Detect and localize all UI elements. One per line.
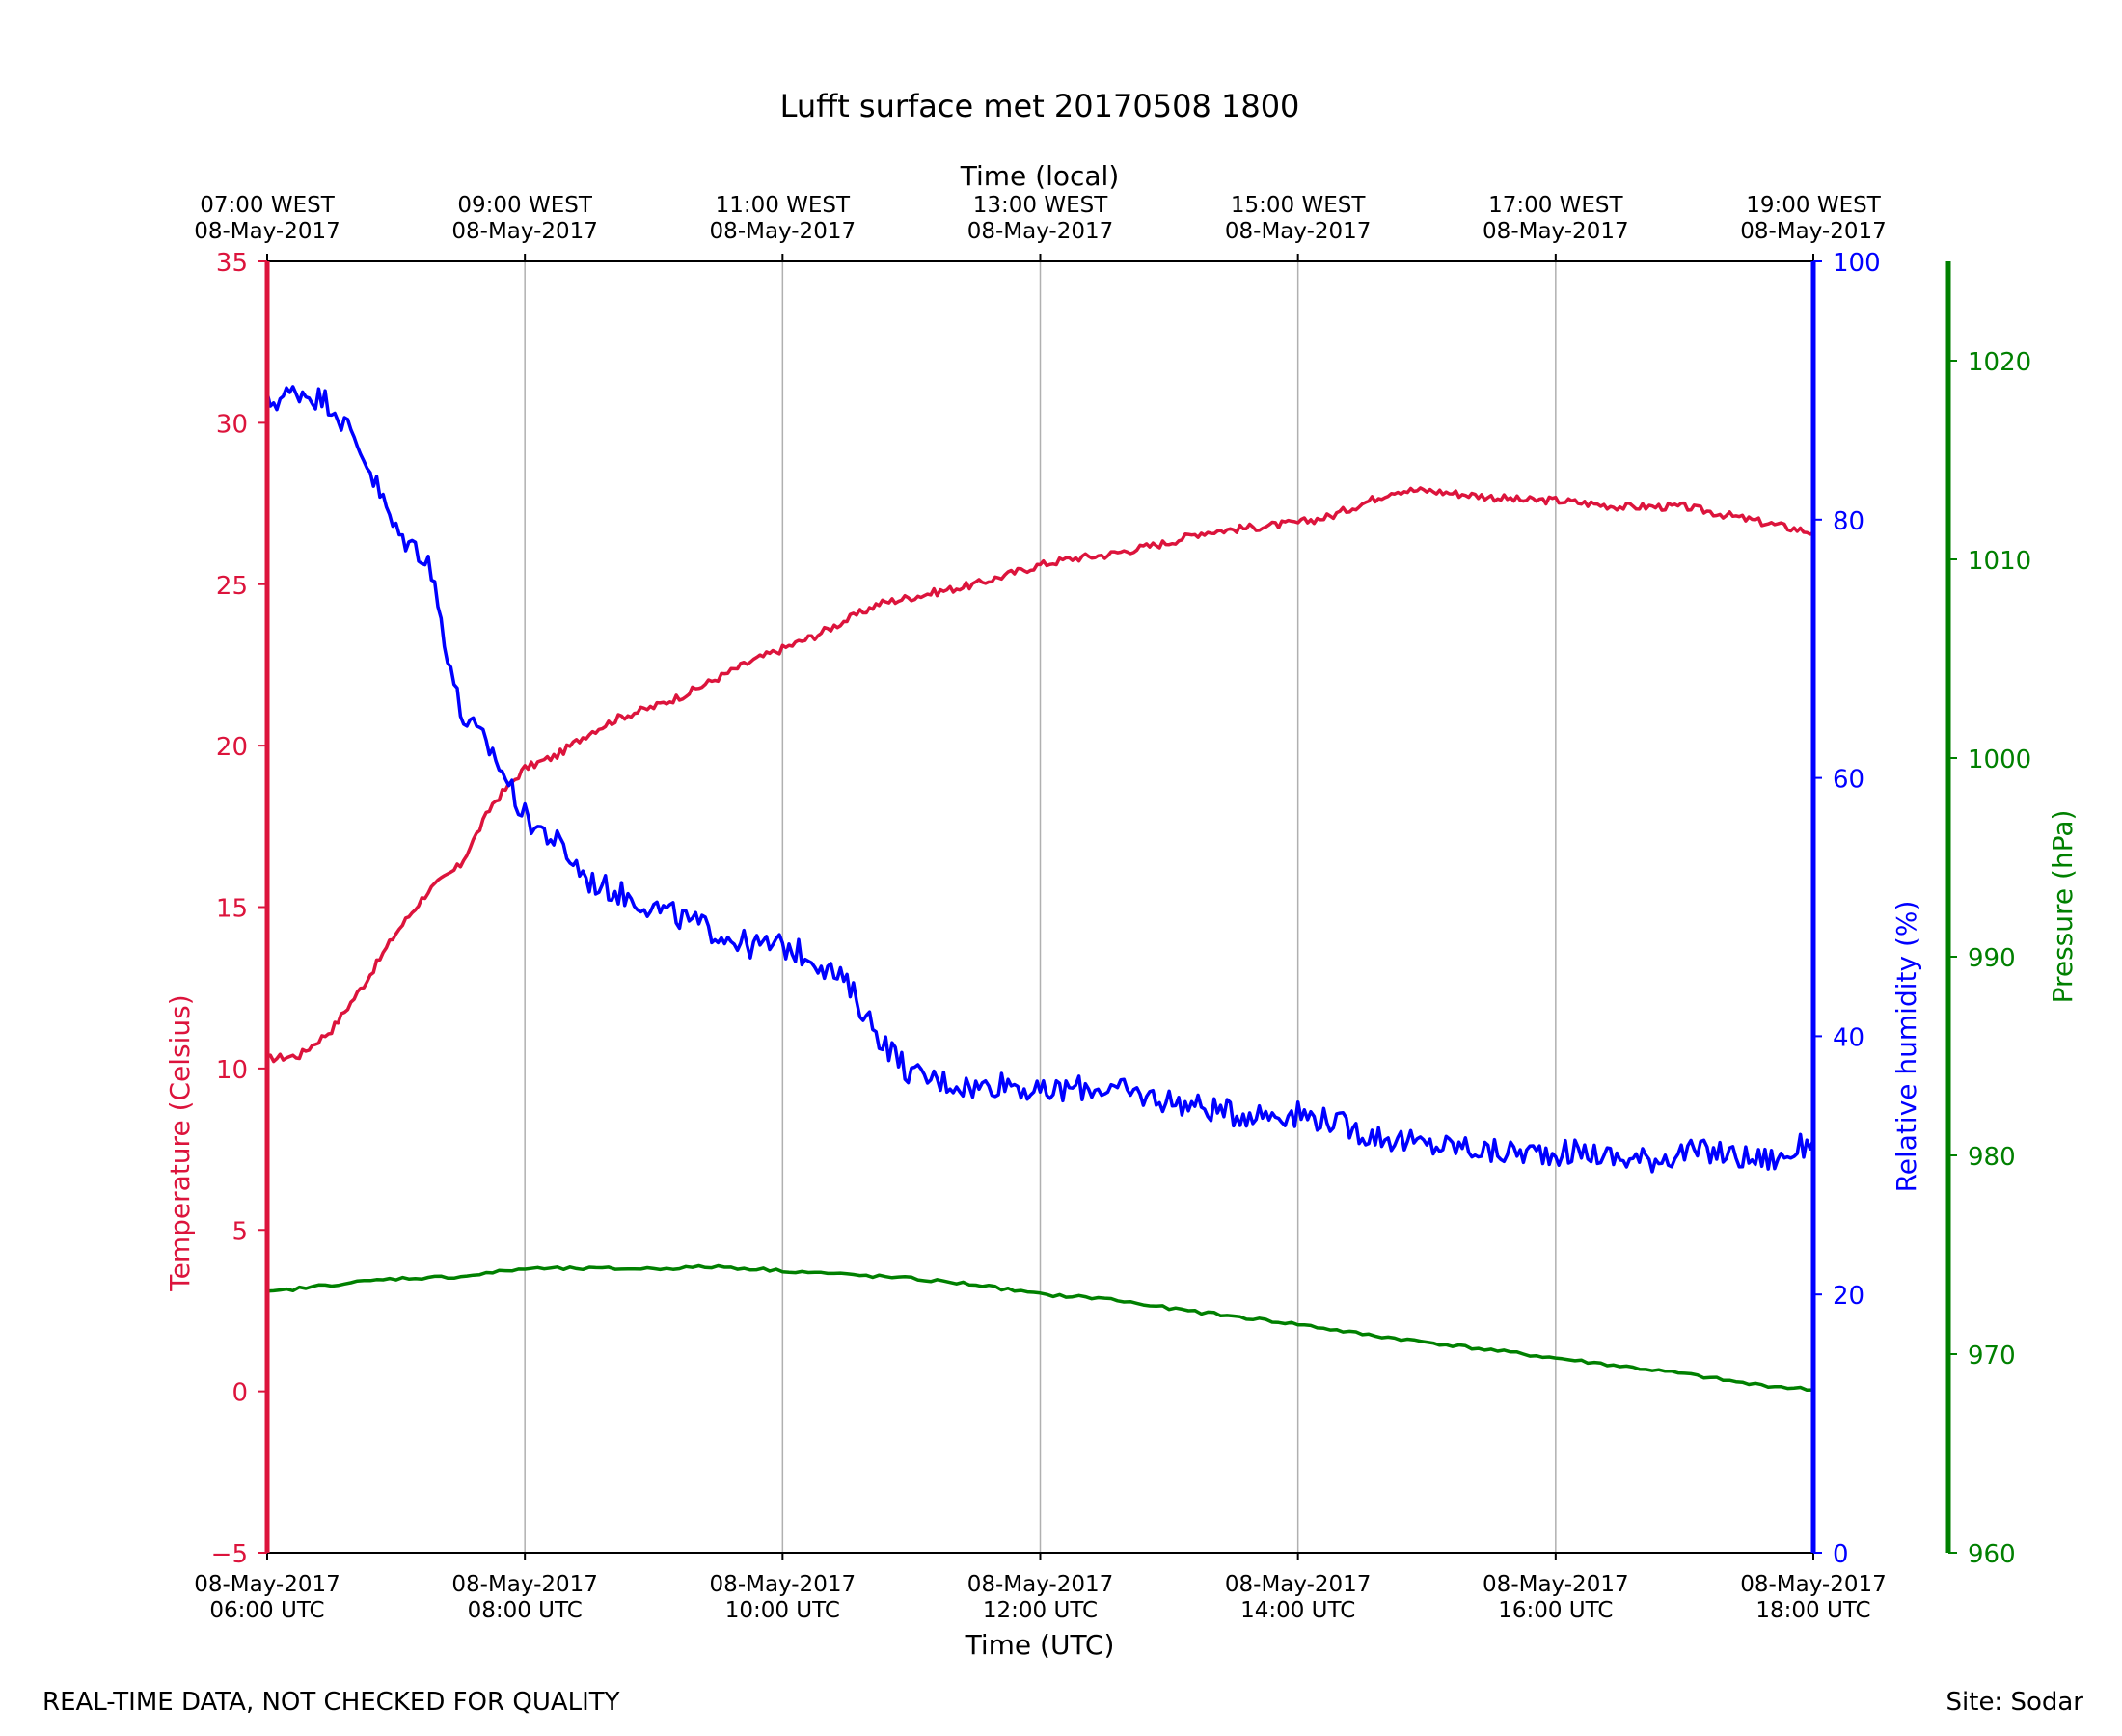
humidity-tick-label: 20 <box>1833 1282 1864 1311</box>
pressure-axis-label: Pressure (hPa) <box>2047 810 2079 1004</box>
temperature-axis-label: Temperature (Celsius) <box>164 994 196 1291</box>
temperature-tick-label: 35 <box>216 249 248 278</box>
pressure-tick-label: 1000 <box>1968 746 2031 774</box>
pressure-tick-label: 1020 <box>1968 348 2031 377</box>
top-axis-label: Time (local) <box>960 160 1120 192</box>
x-tick-label-date: 08-May-2017 <box>1483 1572 1629 1597</box>
x-tick-label-time: 06:00 UTC <box>209 1598 324 1623</box>
pressure-tick-label: 1010 <box>1968 547 2031 576</box>
x-tick-label-time: 10:00 UTC <box>725 1598 840 1623</box>
pressure-tick-label: 970 <box>1968 1342 2016 1370</box>
x2-tick-label-date: 08-May-2017 <box>1740 219 1887 244</box>
temperature-tick-label: 30 <box>216 410 248 439</box>
temperature-tick-label: 20 <box>216 733 248 762</box>
temperature-tick-label: 10 <box>216 1056 248 1085</box>
x-tick-label-date: 08-May-2017 <box>194 1572 340 1597</box>
x-tick-label-time: 18:00 UTC <box>1755 1598 1870 1623</box>
temperature-tick-label: 0 <box>231 1379 248 1408</box>
humidity-axis-label: Relative humidity (%) <box>1891 901 1922 1193</box>
x2-tick-label-date: 08-May-2017 <box>451 219 598 244</box>
x2-tick-label-date: 08-May-2017 <box>194 219 340 244</box>
x2-tick-label-time: 09:00 WEST <box>457 193 592 218</box>
grid-lines <box>524 261 1557 1553</box>
x2-tick-label-time: 19:00 WEST <box>1746 193 1881 218</box>
x-tick-label-date: 08-May-2017 <box>451 1572 598 1597</box>
x-tick-label-time: 14:00 UTC <box>1240 1598 1355 1623</box>
x2-tick-label-date: 08-May-2017 <box>1483 219 1629 244</box>
humidity-tick-label: 60 <box>1833 766 1864 795</box>
x-tick-label-time: 12:00 UTC <box>983 1598 1098 1623</box>
x-tick-label-date: 08-May-2017 <box>1225 1572 1372 1597</box>
pressure-tick-label: 960 <box>1968 1540 2016 1569</box>
x2-tick-label-time: 07:00 WEST <box>200 193 335 218</box>
humidity-series-line <box>265 385 1815 1174</box>
x2-tick-label-time: 17:00 WEST <box>1488 193 1623 218</box>
pressure-series-line <box>266 1263 1814 1393</box>
temperature-tick-label: −5 <box>211 1540 248 1569</box>
temperature-tick-label: 5 <box>231 1217 248 1246</box>
x-tick-label-date: 08-May-2017 <box>710 1572 857 1597</box>
humidity-tick-label: 40 <box>1833 1023 1864 1052</box>
pressure-tick-label: 990 <box>1968 944 2016 973</box>
humidity-tick-label: 80 <box>1833 507 1864 536</box>
x2-tick-label-date: 08-May-2017 <box>1225 219 1372 244</box>
x-tick-label-date: 08-May-2017 <box>967 1572 1114 1597</box>
series-group <box>265 385 1815 1393</box>
bottom-axis-label: Time (UTC) <box>965 1629 1115 1661</box>
x-tick-label-date: 08-May-2017 <box>1740 1572 1887 1597</box>
site-label: Site: Sodar <box>1945 1688 2083 1717</box>
temperature-tick-label: 15 <box>216 895 248 924</box>
x2-tick-label-time: 13:00 WEST <box>973 193 1108 218</box>
x-tick-label-time: 16:00 UTC <box>1498 1598 1613 1623</box>
temperature-tick-label: 25 <box>216 572 248 601</box>
quality-note: REAL-TIME DATA, NOT CHECKED FOR QUALITY <box>42 1688 620 1717</box>
x2-tick-label-date: 08-May-2017 <box>967 219 1114 244</box>
chart-title: Lufft surface met 20170508 1800 <box>780 88 1300 124</box>
x2-tick-label-time: 15:00 WEST <box>1231 193 1366 218</box>
humidity-tick-label: 100 <box>1833 249 1881 278</box>
x2-tick-label-date: 08-May-2017 <box>710 219 857 244</box>
temperature-series-line <box>266 486 1814 1064</box>
x-tick-label-time: 08:00 UTC <box>468 1598 583 1623</box>
x2-tick-label-time: 11:00 WEST <box>716 193 851 218</box>
humidity-tick-label: 0 <box>1833 1540 1849 1569</box>
pressure-tick-label: 980 <box>1968 1143 2016 1172</box>
